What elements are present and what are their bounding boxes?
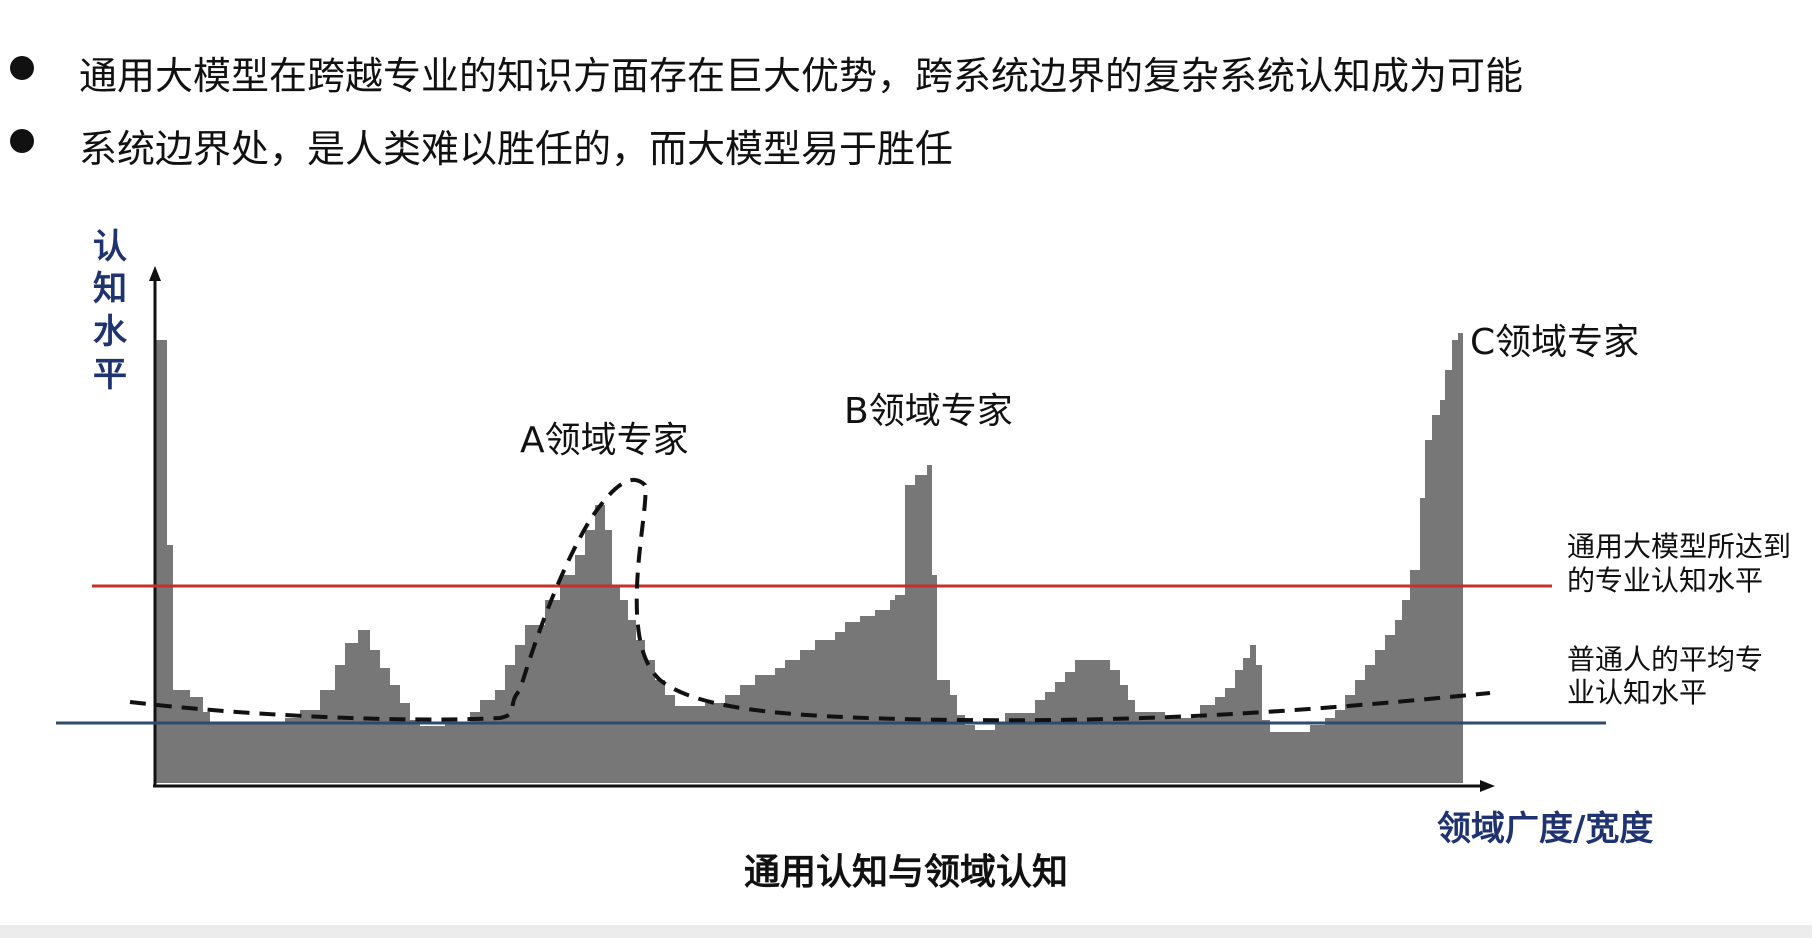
bullet-dot-icon: [10, 129, 34, 153]
average-level-label-line-1: 普通人的平均专: [1567, 643, 1763, 676]
peak-label-c: C领域专家: [1470, 322, 1639, 363]
x-axis-arrow-icon: [1480, 780, 1495, 792]
cognition-area: [156, 333, 1463, 783]
y-axis-label: 认 知 水 平: [93, 227, 128, 395]
y-axis-label-char-2: 知: [93, 269, 127, 309]
bottom-strip: [0, 925, 1812, 938]
x-axis-label: 领域广度/宽度: [1437, 809, 1653, 849]
general-cognition-dashed-curve: [129, 478, 1491, 723]
peak-label-a: A领域专家: [520, 420, 689, 461]
diagram-title: 通用认知与领域认知: [744, 852, 1068, 893]
bullet-text-1: 通用大模型在跨越专业的知识方面存在巨大优势，跨系统边界的复杂系统认知成为可能: [79, 54, 1524, 98]
y-axis-label-char-1: 认: [93, 227, 127, 267]
bullet-text-2: 系统边界处，是人类难以胜任的，而大模型易于胜任: [79, 127, 954, 171]
llm-level-label-line-2: 的专业认知水平: [1567, 564, 1763, 597]
y-axis-arrow-icon: [149, 266, 161, 281]
average-level-label-line-2: 业认知水平: [1567, 676, 1707, 709]
y-axis-label-char-4: 平: [93, 355, 127, 395]
llm-level-label-line-1: 通用大模型所达到: [1567, 530, 1791, 563]
y-axis-label-char-3: 水: [93, 312, 128, 352]
peak-label-b: B领域专家: [844, 391, 1013, 432]
bullet-dot-icon: [10, 56, 34, 80]
